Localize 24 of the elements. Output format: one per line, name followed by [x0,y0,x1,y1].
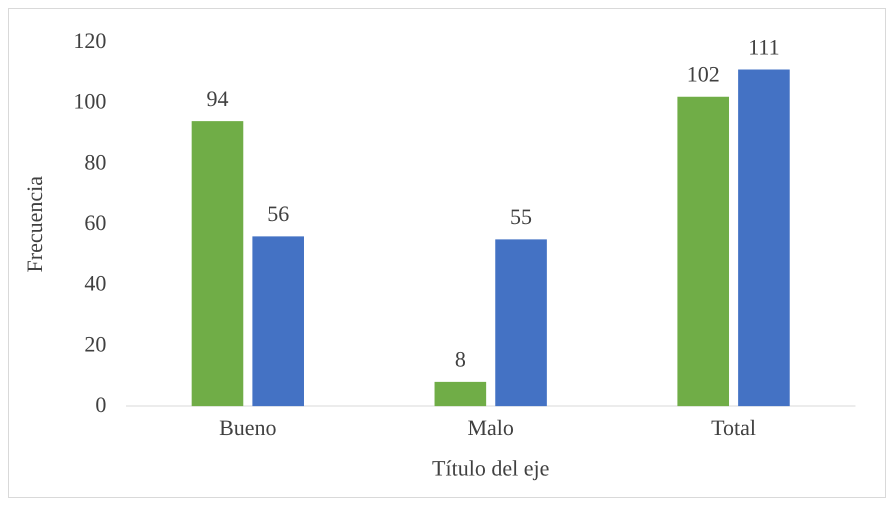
data-label: 55 [510,204,532,230]
y-axis-title: Frecuencia [22,176,47,272]
data-label: 94 [206,86,228,111]
x-tick-label: Bueno [219,415,277,440]
bar [738,70,790,406]
bar [434,382,486,406]
y-tick-label: 40 [84,270,106,296]
bar [252,236,304,406]
y-tick-label: 20 [84,331,106,356]
bar [192,121,244,406]
data-label: 102 [686,62,720,87]
data-label: 8 [454,346,466,372]
y-tick-label: 60 [84,210,106,235]
y-tick-label: 0 [95,392,106,417]
x-tick-label: Malo [467,415,514,440]
bar [677,96,730,406]
x-axis-title: Título del eje [432,456,550,481]
bar [495,239,547,406]
data-label: 111 [748,34,780,60]
y-tick-label: 120 [73,28,106,53]
y-tick-label: 80 [84,149,106,174]
data-label: 56 [267,201,290,226]
x-tick-label: Total [711,415,756,440]
y-tick-label: 100 [73,88,106,114]
